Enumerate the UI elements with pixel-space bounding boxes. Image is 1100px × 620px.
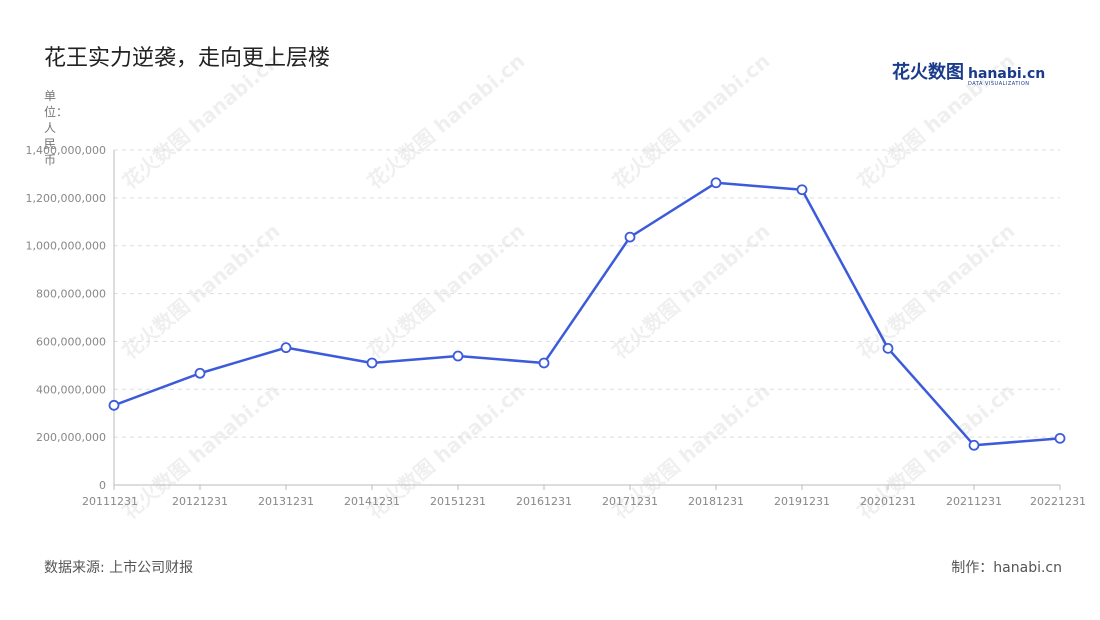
y-tick-labels: 0 200,000,000 400,000,000 600,000,000 800,00… (26, 144, 106, 492)
x-tick-label: 20181231 (688, 495, 744, 508)
watermark-layer: 花火数图 hanabi.cn 花火数图 hanabi.cn 花火数图 hanabi.… (118, 49, 1020, 524)
x-tick-labels: 20111231 20121231 20131231 20141231 20151231… (82, 485, 1086, 508)
logo-cn-text: 花火数图 (892, 62, 964, 83)
data-point (538, 357, 550, 369)
data-point (710, 177, 722, 189)
data-source: 数据来源: 上市公司财报 (44, 560, 194, 576)
data-point (1054, 432, 1066, 444)
logo-en-text: hanabi.cn (968, 66, 1046, 82)
series-line (113, 181, 1061, 447)
data-point (882, 342, 894, 354)
data-point (968, 439, 980, 451)
data-point (452, 350, 464, 362)
y-tick-label: 1,400,000,000 (26, 144, 106, 157)
x-tick-label: 20221231 (1030, 495, 1086, 508)
x-tick-label: 20211231 (946, 495, 1002, 508)
watermark-text: 花火数图 hanabi.cn (118, 49, 285, 194)
data-point (194, 367, 206, 379)
data-point (108, 399, 120, 411)
y-tick-label: 1,000,000,000 (26, 240, 106, 253)
x-tick-label: 20191231 (774, 495, 830, 508)
x-tick-label: 20111231 (82, 495, 138, 508)
series-line-group (108, 177, 1066, 451)
chart-title: 花王实力逆袭，走向更上层楼 (44, 46, 331, 71)
credit-text: 制作：hanabi.cn (951, 560, 1062, 576)
watermark-text: 花火数图 hanabi.cn (853, 219, 1020, 364)
y-tick-label: 1,200,000,000 (26, 192, 106, 205)
grid-lines (114, 149, 1060, 438)
y-tick-label: 0 (99, 479, 106, 492)
logo-sub-text: DATA VISUALIZATION (968, 81, 1030, 87)
data-point (366, 357, 378, 369)
axes (113, 150, 1060, 486)
x-tick-label: 20121231 (172, 495, 228, 508)
watermark-text: 花火数图 hanabi.cn (363, 219, 530, 364)
brand-logo: 花火数图 hanabi.cn DATA VISUALIZATION (892, 58, 1045, 87)
watermark-text: 花火数图 hanabi.cn (363, 49, 530, 194)
x-tick-label: 20141231 (344, 495, 400, 508)
data-point (624, 231, 636, 243)
x-tick-label: 20131231 (258, 495, 314, 508)
x-tick-label: 20171231 (602, 495, 658, 508)
watermark-text: 花火数图 hanabi.cn (118, 219, 285, 364)
x-tick-label: 20161231 (516, 495, 572, 508)
x-tick-label: 20151231 (430, 495, 486, 508)
y-tick-label: 600,000,000 (36, 335, 106, 348)
watermark-text: 花火数图 hanabi.cn (608, 49, 775, 194)
y-tick-label: 800,000,000 (36, 288, 106, 301)
data-point (280, 342, 292, 354)
x-tick-label: 20201231 (860, 495, 916, 508)
y-tick-label: 400,000,000 (36, 383, 106, 396)
logo-en-block: hanabi.cn DATA VISUALIZATION (968, 67, 1045, 87)
data-point (796, 184, 808, 196)
y-tick-label: 200,000,000 (36, 431, 106, 444)
watermark-text: 花火数图 hanabi.cn (853, 49, 1020, 194)
